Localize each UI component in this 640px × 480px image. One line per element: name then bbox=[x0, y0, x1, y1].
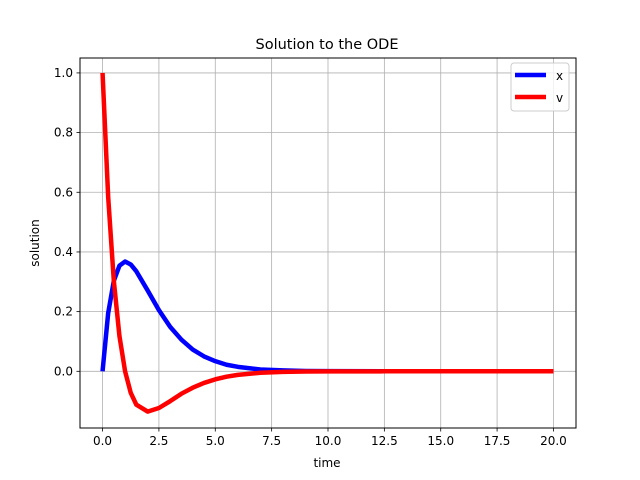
y-tick-label: 0.2 bbox=[54, 305, 73, 319]
y-axis-label: solution bbox=[28, 219, 42, 267]
series-line-v bbox=[100, 72, 554, 414]
legend-label-x: x bbox=[556, 69, 563, 83]
x-tick-label: 10.0 bbox=[315, 434, 342, 448]
x-tick-label: 5.0 bbox=[206, 434, 225, 448]
y-tick-label: 0.4 bbox=[54, 245, 73, 259]
x-axis-ticks: 0.0 2.5 5.0 7.5 10.0 12.5 15.0 17.5 20.0 bbox=[93, 428, 567, 448]
y-tick-label: 0.6 bbox=[54, 185, 73, 199]
chart-title: Solution to the ODE bbox=[256, 37, 399, 53]
y-tick-label: 0.0 bbox=[54, 364, 73, 378]
x-axis-label: time bbox=[313, 456, 340, 470]
x-tick-label: 20.0 bbox=[540, 434, 567, 448]
x-tick-label: 2.5 bbox=[149, 434, 168, 448]
x-tick-label: 12.5 bbox=[371, 434, 398, 448]
x-tick-label: 17.5 bbox=[484, 434, 511, 448]
grid bbox=[80, 58, 576, 428]
x-tick-label: 7.5 bbox=[262, 434, 281, 448]
y-tick-label: 0.8 bbox=[54, 126, 73, 140]
legend-label-v: v bbox=[556, 91, 563, 105]
legend: x v bbox=[510, 62, 570, 112]
y-axis-ticks: 0.0 0.2 0.4 0.6 0.8 1.0 bbox=[54, 66, 80, 378]
x-tick-label: 0.0 bbox=[93, 434, 112, 448]
series-lines bbox=[100, 72, 554, 414]
x-tick-label: 15.0 bbox=[427, 434, 454, 448]
y-tick-label: 1.0 bbox=[54, 66, 73, 80]
